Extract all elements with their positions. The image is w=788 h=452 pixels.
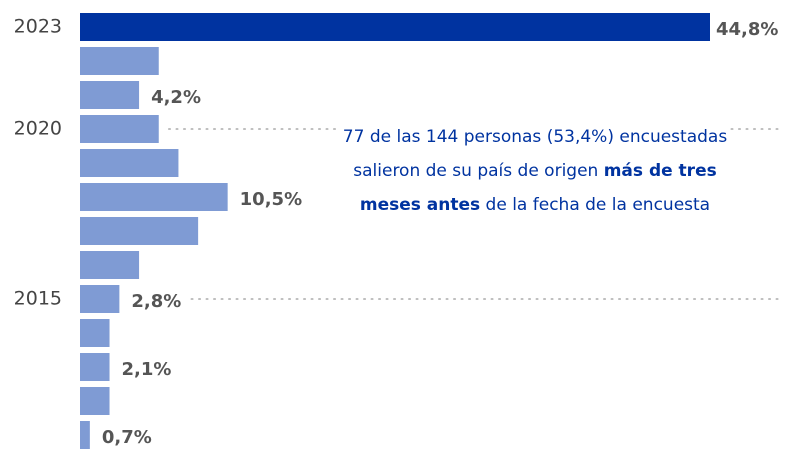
- bar: [80, 115, 159, 143]
- annotation-bold: más de tres meses antes: [359, 161, 717, 215]
- bar: [80, 47, 159, 75]
- value-label: 2,1%: [122, 359, 172, 380]
- value-label: 44,8%: [716, 19, 778, 40]
- value-label: 0,7%: [102, 427, 152, 448]
- bar: [80, 183, 228, 211]
- y-tick-label: 2020: [14, 118, 62, 140]
- bar: [80, 285, 120, 313]
- bar: [80, 13, 710, 41]
- annotation: 77 de las 144 personas (53,4%) encuestad…: [340, 120, 730, 222]
- bar: [80, 149, 179, 177]
- bar: [80, 387, 110, 415]
- bar: [80, 319, 110, 347]
- bar: [80, 421, 90, 449]
- value-label: 2,8%: [131, 291, 181, 312]
- value-label: 4,2%: [151, 87, 201, 108]
- y-tick-label: 2015: [14, 288, 62, 310]
- annotation-text: de la fecha de la encuesta: [480, 195, 711, 215]
- annotation-text: 77 de las 144 personas (53,4%) encuestad…: [342, 127, 728, 181]
- bar: [80, 251, 140, 279]
- value-label: 10,5%: [240, 189, 302, 210]
- bar: [80, 217, 199, 245]
- bar: [80, 81, 140, 109]
- bar: [80, 353, 110, 381]
- y-tick-label: 2023: [14, 16, 62, 38]
